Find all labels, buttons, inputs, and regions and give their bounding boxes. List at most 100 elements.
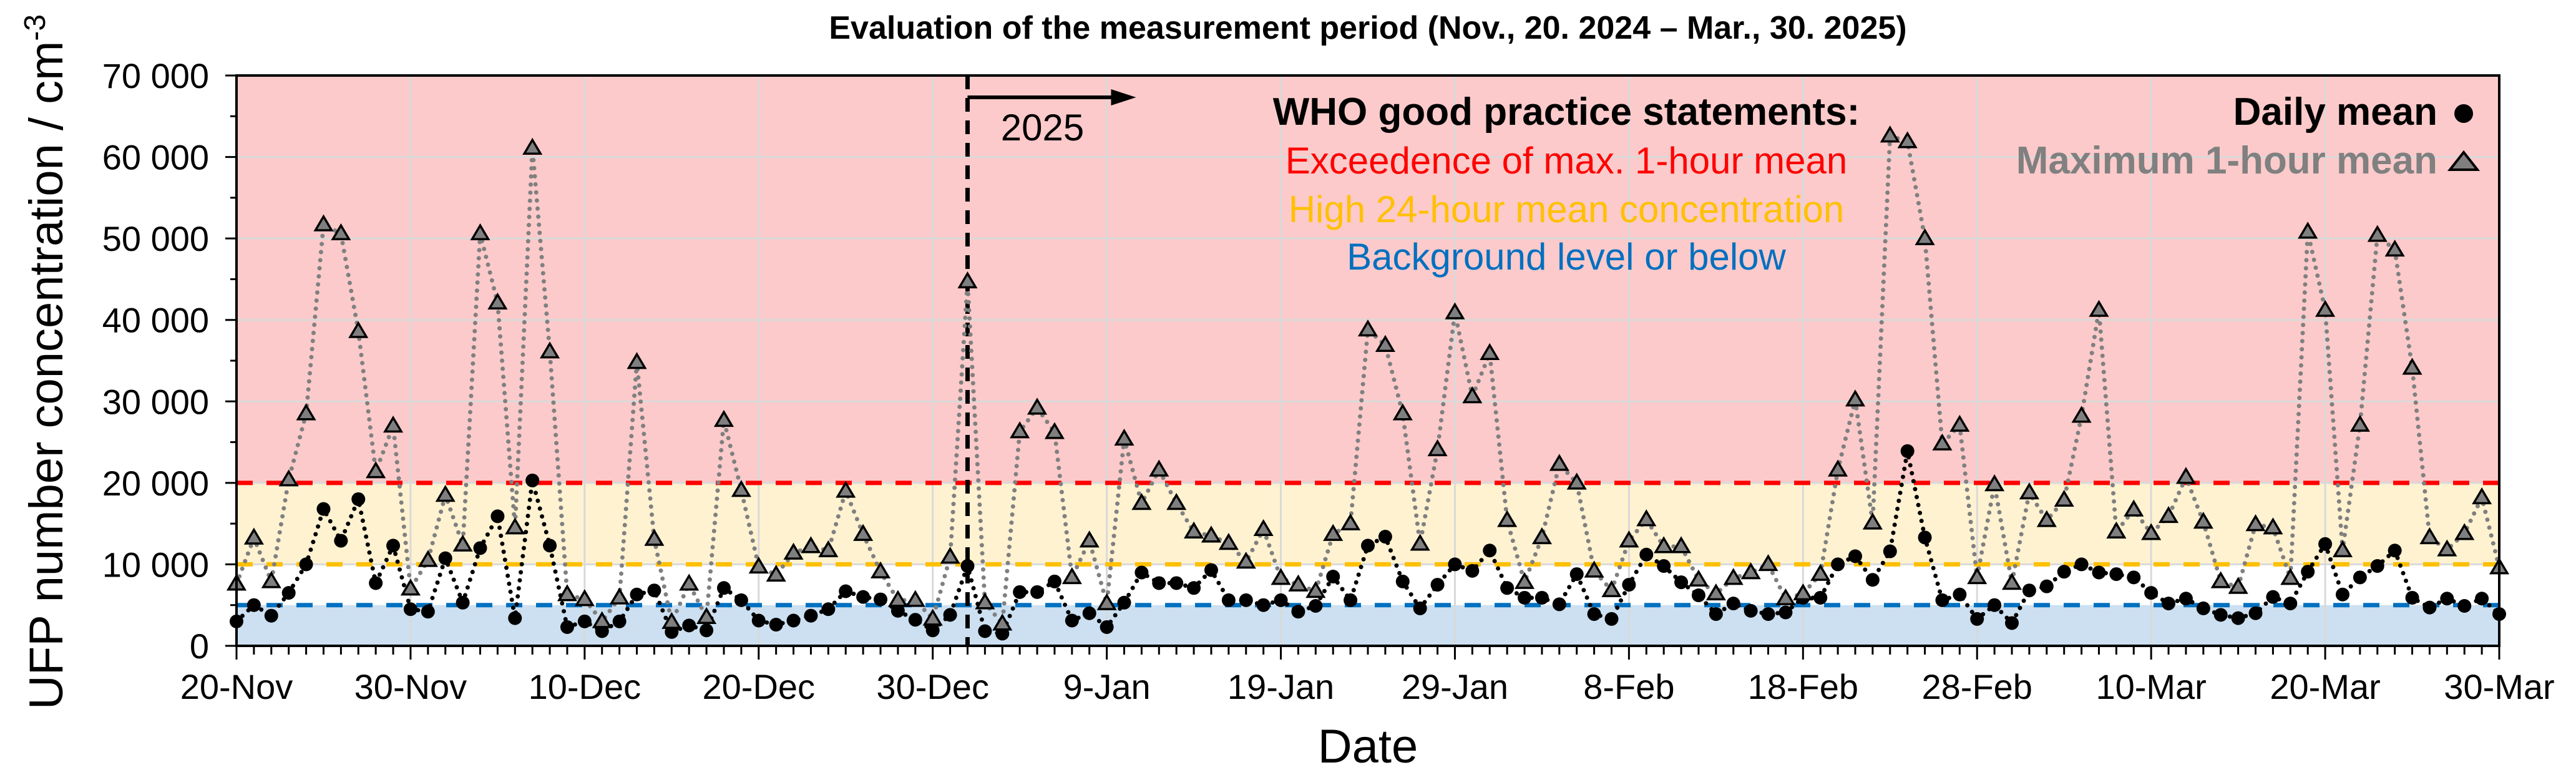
daily-mean-point xyxy=(734,593,748,607)
max-1h-mean-point xyxy=(2367,225,2388,242)
max-1h-mean-point xyxy=(1357,319,1378,337)
max-1h-mean-point xyxy=(2384,239,2405,257)
max-1h-mean-point xyxy=(435,485,456,502)
max-1h-mean-point xyxy=(2071,406,2092,423)
daily-mean-point xyxy=(1483,544,1497,558)
daily-mean-point xyxy=(2318,537,2333,551)
daily-mean-point xyxy=(316,502,331,516)
daily-mean-point xyxy=(978,624,992,638)
max-1h-mean-point xyxy=(609,587,630,605)
daily-mean-point xyxy=(1082,606,1096,620)
max-1h-mean-point xyxy=(383,416,404,433)
max-1h-mean-point xyxy=(1236,552,1256,569)
daily-mean-point xyxy=(1935,593,1949,607)
daily-mean-point xyxy=(1900,444,1915,458)
daily-mean-point xyxy=(1953,587,1967,602)
max-1h-mean-point xyxy=(2175,467,2197,484)
max-1h-mean-point xyxy=(975,592,995,610)
y-tick-label: 60 000 xyxy=(102,138,209,177)
max-1h-mean-point xyxy=(1392,403,1413,421)
daily-mean-point xyxy=(925,623,940,638)
daily-mean-point xyxy=(1361,539,1375,553)
x-tick-label: 20-Mar xyxy=(2270,667,2380,706)
daily-mean-point xyxy=(1100,620,1114,634)
daily-mean-point xyxy=(751,613,766,628)
daily-mean-point xyxy=(960,559,975,573)
max-1h-mean-point xyxy=(243,527,264,545)
y-tick-label: 10 000 xyxy=(102,545,209,584)
max-1h-mean-point xyxy=(1566,472,1587,490)
max-1h-mean-point xyxy=(644,529,665,546)
daily-mean-point xyxy=(2440,592,2454,606)
daily-mean-point xyxy=(508,611,522,625)
daily-mean-point xyxy=(1883,544,1897,558)
max-1h-mean-point xyxy=(713,409,734,427)
max-1h-mean-point xyxy=(1114,428,1134,446)
max-1h-mean-point xyxy=(2245,514,2266,532)
max-1h-mean-point xyxy=(2280,568,2301,585)
max-1h-mean-point xyxy=(2454,523,2475,540)
daily-mean-point xyxy=(1117,595,1131,610)
max-1h-mean-point xyxy=(853,524,874,541)
daily-mean-point xyxy=(769,618,783,632)
max-1h-mean-point xyxy=(2349,414,2370,432)
daily-mean-point xyxy=(630,587,644,602)
max-1h-mean-point xyxy=(922,608,943,626)
max-1h-mean-point xyxy=(400,578,421,596)
max-1h-mean-point xyxy=(2036,510,2057,527)
daily-mean-point xyxy=(1309,599,1323,613)
max-1h-mean-point xyxy=(1462,386,1483,404)
max-1h-mean-point xyxy=(2141,523,2162,540)
daily-mean-point xyxy=(2039,579,2054,593)
who-legend: WHO good practice statements: Exceedence… xyxy=(1273,90,1860,278)
daily-mean-point xyxy=(403,602,417,617)
daily-mean-point xyxy=(2353,570,2367,585)
daily-mean-point xyxy=(351,492,366,506)
daily-mean-point xyxy=(2370,559,2384,573)
y-tick-label: 70 000 xyxy=(102,56,209,95)
max-1h-mean-point xyxy=(2437,539,2457,557)
y-axis-title-superscript: -3 xyxy=(19,14,52,41)
daily-mean-point xyxy=(1691,588,1705,603)
max-1h-mean-point xyxy=(1445,302,1465,319)
max-1h-mean-point xyxy=(1862,512,1883,530)
daily-mean-point xyxy=(1239,593,1253,607)
max-1h-mean-point xyxy=(1584,560,1604,578)
daily-mean-point xyxy=(716,581,731,595)
x-tick-label: 8-Feb xyxy=(1583,667,1674,706)
daily-mean-point xyxy=(1378,530,1392,544)
daily-mean-point xyxy=(908,613,922,627)
daily-mean-point xyxy=(1221,593,1236,607)
daily-mean-point xyxy=(1744,603,1758,618)
x-tick-label: 20-Nov xyxy=(180,667,293,706)
max-1h-mean-point xyxy=(783,542,804,560)
daily-mean-point xyxy=(1291,605,1305,619)
daily-mean-point xyxy=(700,623,714,638)
daily-mean-point xyxy=(874,592,888,607)
daily-mean-point xyxy=(1970,612,1984,626)
daily-mean-point xyxy=(1152,576,1166,590)
max-1h-mean-point xyxy=(1375,334,1395,352)
max-1h-mean-point xyxy=(1531,527,1552,545)
daily-mean-point xyxy=(1988,598,2002,612)
daily-mean-point xyxy=(1065,613,1079,628)
daily-mean-point xyxy=(1778,605,1793,620)
max-1h-mean-point xyxy=(818,540,839,557)
who-statement-high-24h: High 24-hour mean concentration xyxy=(1289,188,1845,230)
daily-mean-point xyxy=(369,576,383,590)
max-1h-mean-point xyxy=(1288,574,1309,592)
daily-mean-point xyxy=(1831,557,1845,572)
max-1h-mean-point xyxy=(1601,580,1622,597)
daily-mean-point xyxy=(2162,597,2176,611)
max-1h-mean-point xyxy=(1723,568,1744,585)
daily-mean-point xyxy=(856,590,871,604)
daily-mean-point xyxy=(1534,590,1549,605)
max-1h-mean-point xyxy=(296,403,316,421)
x-tick-label: 20-Dec xyxy=(703,667,816,706)
legend-max-1h-mean: Maximum 1-hour mean xyxy=(2016,139,2437,182)
daily-mean-point xyxy=(612,614,627,628)
daily-mean-point xyxy=(543,539,557,553)
x-tick-label: 19-Jan xyxy=(1227,667,1334,706)
who-statement-background: Background level or below xyxy=(1347,236,1786,278)
max-1h-mean-point xyxy=(1967,567,1988,585)
